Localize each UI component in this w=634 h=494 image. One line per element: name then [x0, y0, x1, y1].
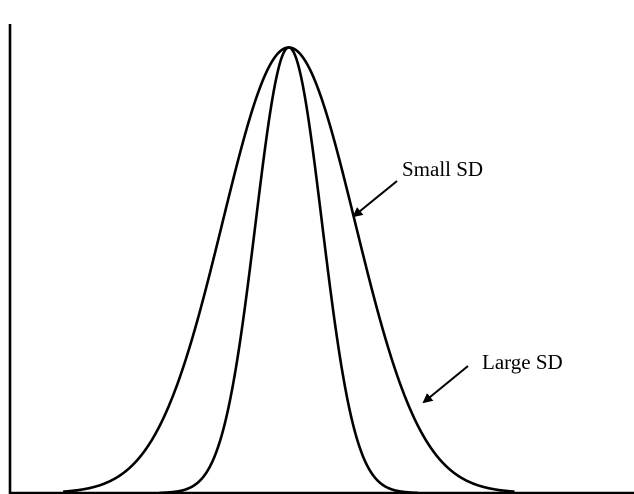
- small-sd-label: Small SD: [402, 157, 483, 181]
- small-sd-curve: [158, 46, 419, 494]
- large-sd-arrow: [422, 365, 469, 404]
- large-sd-curve: [62, 46, 515, 493]
- large-sd-label: Large SD: [482, 350, 563, 374]
- small-sd-arrow: [352, 180, 398, 218]
